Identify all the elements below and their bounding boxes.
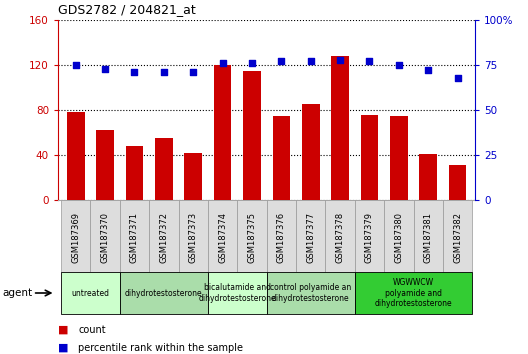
Point — [189, 69, 197, 75]
Text: control polyamide an
dihydrotestosterone: control polyamide an dihydrotestosterone — [270, 283, 351, 303]
Point — [336, 57, 344, 62]
Bar — [61, 200, 90, 272]
Bar — [443, 200, 472, 272]
Text: percentile rank within the sample: percentile rank within the sample — [78, 343, 243, 353]
Point — [454, 75, 462, 80]
Bar — [361, 114, 378, 200]
Bar — [272, 116, 290, 200]
Text: GSM187375: GSM187375 — [248, 212, 257, 263]
Bar — [267, 200, 296, 272]
Text: WGWWCW
polyamide and
dihydrotestosterone: WGWWCW polyamide and dihydrotestosterone — [375, 278, 452, 308]
Point — [71, 62, 80, 68]
Text: ■: ■ — [58, 343, 69, 353]
Bar — [243, 71, 261, 200]
Point — [365, 58, 374, 64]
Bar — [184, 153, 202, 200]
Bar — [178, 200, 208, 272]
Text: bicalutamide and
dihydrotestosterone: bicalutamide and dihydrotestosterone — [199, 283, 276, 303]
Bar — [390, 116, 408, 200]
Point — [101, 66, 109, 72]
Bar — [413, 200, 443, 272]
Bar — [302, 104, 319, 200]
Bar — [120, 272, 208, 314]
Text: GSM187378: GSM187378 — [336, 212, 345, 263]
Text: GSM187369: GSM187369 — [71, 212, 80, 263]
Text: GSM187377: GSM187377 — [306, 212, 315, 263]
Text: GSM187380: GSM187380 — [394, 212, 403, 263]
Text: GSM187370: GSM187370 — [100, 212, 110, 263]
Bar — [96, 130, 114, 200]
Bar — [149, 200, 178, 272]
Text: count: count — [78, 325, 106, 335]
Text: ■: ■ — [58, 325, 69, 335]
Text: GSM187379: GSM187379 — [365, 212, 374, 263]
Text: GSM187376: GSM187376 — [277, 212, 286, 263]
Bar — [237, 200, 267, 272]
Bar — [214, 65, 231, 200]
Bar — [384, 200, 413, 272]
Bar — [90, 200, 120, 272]
Text: GSM187381: GSM187381 — [423, 212, 433, 263]
Bar — [355, 200, 384, 272]
Text: agent: agent — [3, 288, 33, 298]
Point — [394, 62, 403, 68]
Bar — [67, 112, 84, 200]
Point — [306, 58, 315, 64]
Bar — [331, 56, 349, 200]
Text: GDS2782 / 204821_at: GDS2782 / 204821_at — [58, 4, 196, 16]
Point — [159, 69, 168, 75]
Bar — [120, 200, 149, 272]
Text: GSM187382: GSM187382 — [453, 212, 462, 263]
Text: GSM187371: GSM187371 — [130, 212, 139, 263]
Point — [130, 69, 139, 75]
Bar — [126, 146, 143, 200]
Bar — [61, 272, 120, 314]
Bar — [208, 200, 237, 272]
Point — [424, 68, 432, 73]
Bar — [296, 200, 325, 272]
Text: untreated: untreated — [71, 289, 109, 297]
Bar — [449, 165, 466, 200]
Point — [219, 61, 227, 66]
Text: dihydrotestosterone: dihydrotestosterone — [125, 289, 203, 297]
Bar — [419, 154, 437, 200]
Text: GSM187374: GSM187374 — [218, 212, 227, 263]
Bar — [208, 272, 267, 314]
Bar — [267, 272, 355, 314]
Bar — [325, 200, 355, 272]
Bar — [155, 138, 173, 200]
Text: GSM187372: GSM187372 — [159, 212, 168, 263]
Text: GSM187373: GSM187373 — [188, 212, 197, 263]
Point — [248, 61, 256, 66]
Bar — [355, 272, 472, 314]
Point — [277, 58, 286, 64]
